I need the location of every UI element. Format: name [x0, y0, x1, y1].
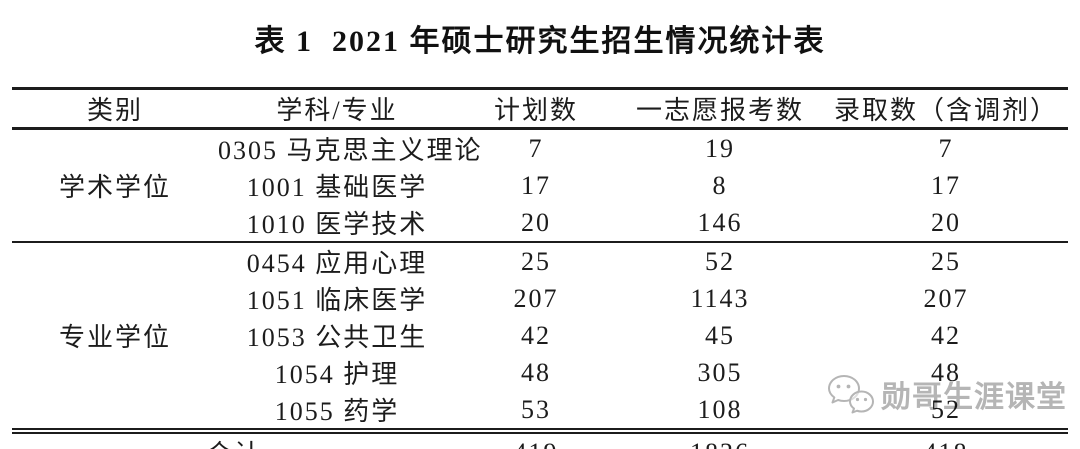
cell-admitted: 42: [931, 320, 961, 350]
wechat-icon: [826, 372, 876, 416]
table-row: 1054 护理 48 305 48: [12, 354, 1068, 391]
cell-admitted: 20: [931, 207, 961, 237]
cell-category-academic: 学术学位: [58, 173, 171, 202]
table-row: 专业学位 0454 应用心理 25 52 25: [12, 242, 1068, 352]
cell-plan: 42: [521, 320, 551, 350]
cell-first-choice: 305: [697, 357, 743, 387]
cell-admitted: 7: [938, 133, 954, 163]
cell-admitted: 25: [931, 246, 961, 276]
cell-first-choice: 45: [705, 320, 735, 350]
watermark: 勋哥生涯课堂: [826, 370, 1067, 418]
cell-admitted: 17: [931, 170, 961, 200]
total-row: 合计 419 1826 418: [12, 431, 1068, 449]
watermark-text: 勋哥生涯课堂: [881, 381, 1067, 414]
cell-category-professional: 专业学位: [58, 323, 171, 352]
cell-major: 1010 医学技术: [246, 210, 428, 239]
cell-total-first-choice: 1826: [616, 431, 824, 449]
col-header-category: 类别: [86, 96, 143, 125]
table-header: 类别 学科/专业 计划数 一志愿报考数 录取数（含调剂）: [12, 89, 1068, 129]
cell-major: 1051 临床医学: [246, 286, 428, 315]
cell-major: 0454 应用心理: [246, 249, 428, 278]
cell-first-choice: 52: [705, 246, 735, 276]
cell-first-choice: 1143: [690, 283, 750, 313]
col-header-first-choice: 一志愿报考数: [635, 96, 804, 125]
cell-major: 1053 公共卫生: [246, 323, 428, 352]
cell-plan: 7: [528, 133, 544, 163]
cell-major: 0305 马克思主义理论: [218, 136, 483, 165]
table-row: 1010 医学技术 20 146 20: [12, 204, 1068, 242]
table-row: 学术学位 0305 马克思主义理论 7 19 7: [12, 129, 1068, 203]
header-row: 类别 学科/专业 计划数 一志愿报考数 录取数（含调剂）: [12, 89, 1068, 129]
table-row: 1055 药学 53 108 52: [12, 391, 1068, 431]
col-header-plan: 计划数: [493, 96, 578, 125]
cell-admitted: 52: [931, 394, 961, 424]
cell-plan: 207: [513, 283, 559, 313]
admissions-table: 类别 学科/专业 计划数 一志愿报考数 录取数（含调剂） 学术学位 0305 马…: [12, 87, 1068, 449]
table-row: 1051 临床医学 207 1143 207: [12, 280, 1068, 317]
cell-admitted: 48: [931, 357, 961, 387]
cell-total-label: 合计: [12, 431, 456, 449]
cell-first-choice: 8: [712, 170, 728, 200]
table-row: 1053 公共卫生 42 45 42: [12, 317, 1068, 354]
table-title: 表 1 2021 年硕士研究生招生情况统计表: [254, 25, 826, 58]
cell-admitted: 207: [923, 283, 969, 313]
cell-plan: 20: [521, 207, 551, 237]
cell-plan: 17: [521, 170, 551, 200]
cell-major: 1054 护理: [274, 360, 400, 389]
cell-total-plan: 419: [456, 431, 616, 449]
cell-first-choice: 108: [697, 394, 743, 424]
table-row: 1001 基础医学 17 8 17: [12, 167, 1068, 204]
cell-plan: 48: [521, 357, 551, 387]
cell-total-admitted: 418: [824, 431, 1068, 449]
cell-plan: 53: [521, 394, 551, 424]
cell-major: 1055 药学: [274, 397, 400, 426]
cell-first-choice: 19: [705, 133, 735, 163]
col-header-admitted: 录取数（含调剂）: [833, 96, 1058, 125]
cell-major: 1001 基础医学: [246, 173, 428, 202]
col-header-major: 学科/专业: [276, 96, 398, 125]
cell-plan: 25: [521, 246, 551, 276]
cell-first-choice: 146: [697, 207, 743, 237]
